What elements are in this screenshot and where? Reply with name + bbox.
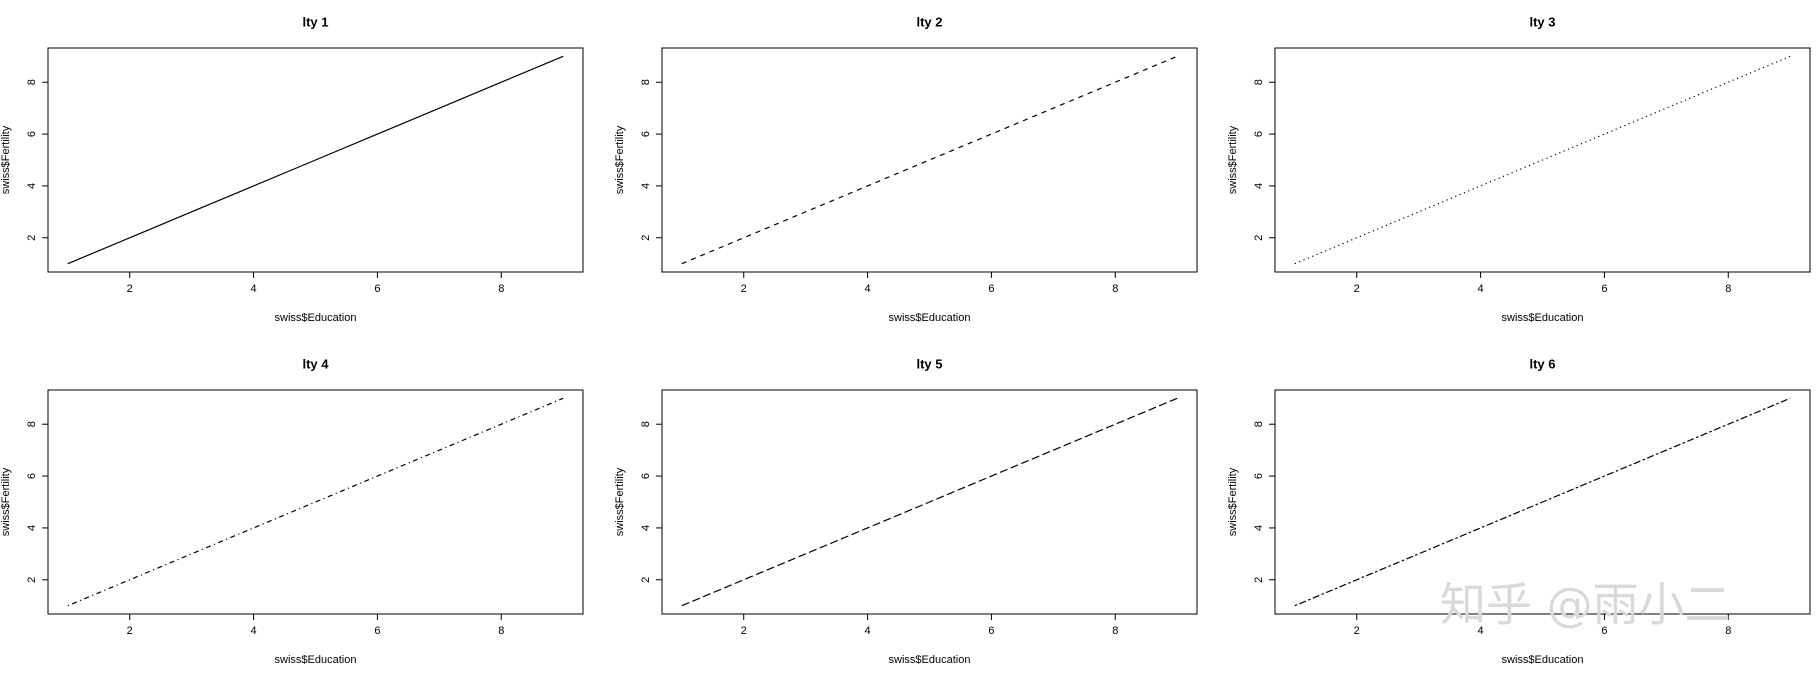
- x-tick-label: 8: [498, 283, 504, 295]
- panel: lty 3 swiss$Education swiss$Fertility 2 4 6 8 2…: [1227, 14, 1811, 324]
- y-tick-label: 4: [1253, 183, 1265, 189]
- x-tick-label: 4: [251, 283, 257, 295]
- x-tick-label: 2: [741, 283, 747, 295]
- data-line: [67, 397, 564, 607]
- chart-title: lty 4: [302, 356, 329, 371]
- data-line: [1294, 55, 1791, 265]
- y-tick-label: 4: [26, 183, 38, 189]
- x-tick-label: 2: [1354, 625, 1360, 637]
- x-tick-label: 8: [1112, 283, 1118, 295]
- x-axis-label: swiss$Education: [889, 654, 971, 666]
- x-tick-label: 4: [1478, 625, 1484, 637]
- x-tick-label: 6: [988, 283, 994, 295]
- data-line: [1294, 397, 1791, 607]
- x-tick-label: 8: [498, 625, 504, 637]
- data-line: [681, 55, 1178, 265]
- y-tick-label: 8: [1253, 421, 1265, 427]
- y-tick-label: 2: [640, 577, 652, 583]
- x-tick-label: 2: [741, 625, 747, 637]
- data-line: [681, 397, 1178, 607]
- x-axis-label: swiss$Education: [1502, 312, 1584, 324]
- y-tick-label: 6: [26, 131, 38, 137]
- panel: lty 5 swiss$Education swiss$Fertility 2 4 6 8 2…: [614, 356, 1198, 666]
- x-tick-label: 8: [1725, 625, 1731, 637]
- x-tick-label: 6: [374, 625, 380, 637]
- x-tick-label: 4: [1478, 283, 1484, 295]
- plot-box: [661, 47, 1198, 273]
- x-tick-label: 4: [865, 283, 871, 295]
- y-tick-label: 6: [640, 473, 652, 479]
- y-axis-label: swiss$Fertility: [1227, 467, 1239, 536]
- y-tick-label: 2: [26, 235, 38, 241]
- y-tick-label: 4: [26, 525, 38, 531]
- chart-title: lty 3: [1529, 14, 1555, 29]
- x-tick-label: 6: [1601, 625, 1607, 637]
- y-tick-label: 4: [640, 525, 652, 531]
- y-tick-label: 6: [26, 473, 38, 479]
- y-tick-label: 4: [640, 183, 652, 189]
- x-tick-label: 8: [1112, 625, 1118, 637]
- y-tick-label: 2: [26, 577, 38, 583]
- plot-box: [1274, 47, 1811, 273]
- y-tick-label: 8: [640, 421, 652, 427]
- x-tick-label: 2: [127, 283, 133, 295]
- y-axis-label: swiss$Fertility: [614, 467, 626, 536]
- panel: lty 1 swiss$Education swiss$Fertility 2 4 6 8 2…: [0, 14, 584, 324]
- x-axis-label: swiss$Education: [889, 312, 971, 324]
- plot-box: [1274, 389, 1811, 615]
- y-tick-label: 2: [640, 235, 652, 241]
- y-tick-label: 2: [1253, 577, 1265, 583]
- y-tick-label: 8: [26, 79, 38, 85]
- y-tick-label: 6: [640, 131, 652, 137]
- x-tick-label: 4: [251, 625, 257, 637]
- chart-title: lty 6: [1529, 356, 1555, 371]
- y-axis-label: swiss$Fertility: [0, 125, 12, 194]
- plot-box: [47, 47, 584, 273]
- y-tick-label: 6: [1253, 473, 1265, 479]
- y-tick-label: 8: [26, 421, 38, 427]
- x-axis-label: swiss$Education: [275, 312, 357, 324]
- y-tick-label: 4: [1253, 525, 1265, 531]
- chart-title: lty 5: [916, 356, 942, 371]
- x-tick-label: 6: [374, 283, 380, 295]
- y-tick-label: 2: [1253, 235, 1265, 241]
- y-tick-label: 8: [640, 79, 652, 85]
- x-tick-label: 4: [865, 625, 871, 637]
- y-tick-label: 6: [1253, 131, 1265, 137]
- x-tick-label: 2: [1354, 283, 1360, 295]
- x-tick-label: 2: [127, 625, 133, 637]
- chart-title: lty 1: [302, 14, 328, 29]
- panel: lty 4 swiss$Education swiss$Fertility 2 4 6 8 2…: [0, 356, 584, 666]
- panel: lty 2 swiss$Education swiss$Fertility 2 4 6 8 2…: [614, 14, 1198, 324]
- x-tick-label: 6: [988, 625, 994, 637]
- plot-box: [661, 389, 1198, 615]
- data-line: [67, 55, 564, 265]
- watermark: 知乎 @雨小二: [1440, 578, 1731, 632]
- x-tick-label: 8: [1725, 283, 1731, 295]
- panel: lty 6 swiss$Education swiss$Fertility 2 4 6 8 2…: [1227, 356, 1811, 666]
- y-axis-label: swiss$Fertility: [1227, 125, 1239, 194]
- chart-title: lty 2: [916, 14, 942, 29]
- y-axis-label: swiss$Fertility: [0, 467, 12, 536]
- plot-box: [47, 389, 584, 615]
- y-tick-label: 8: [1253, 79, 1265, 85]
- x-axis-label: swiss$Education: [275, 654, 357, 666]
- x-tick-label: 6: [1601, 283, 1607, 295]
- x-axis-label: swiss$Education: [1502, 654, 1584, 666]
- y-axis-label: swiss$Fertility: [614, 125, 626, 194]
